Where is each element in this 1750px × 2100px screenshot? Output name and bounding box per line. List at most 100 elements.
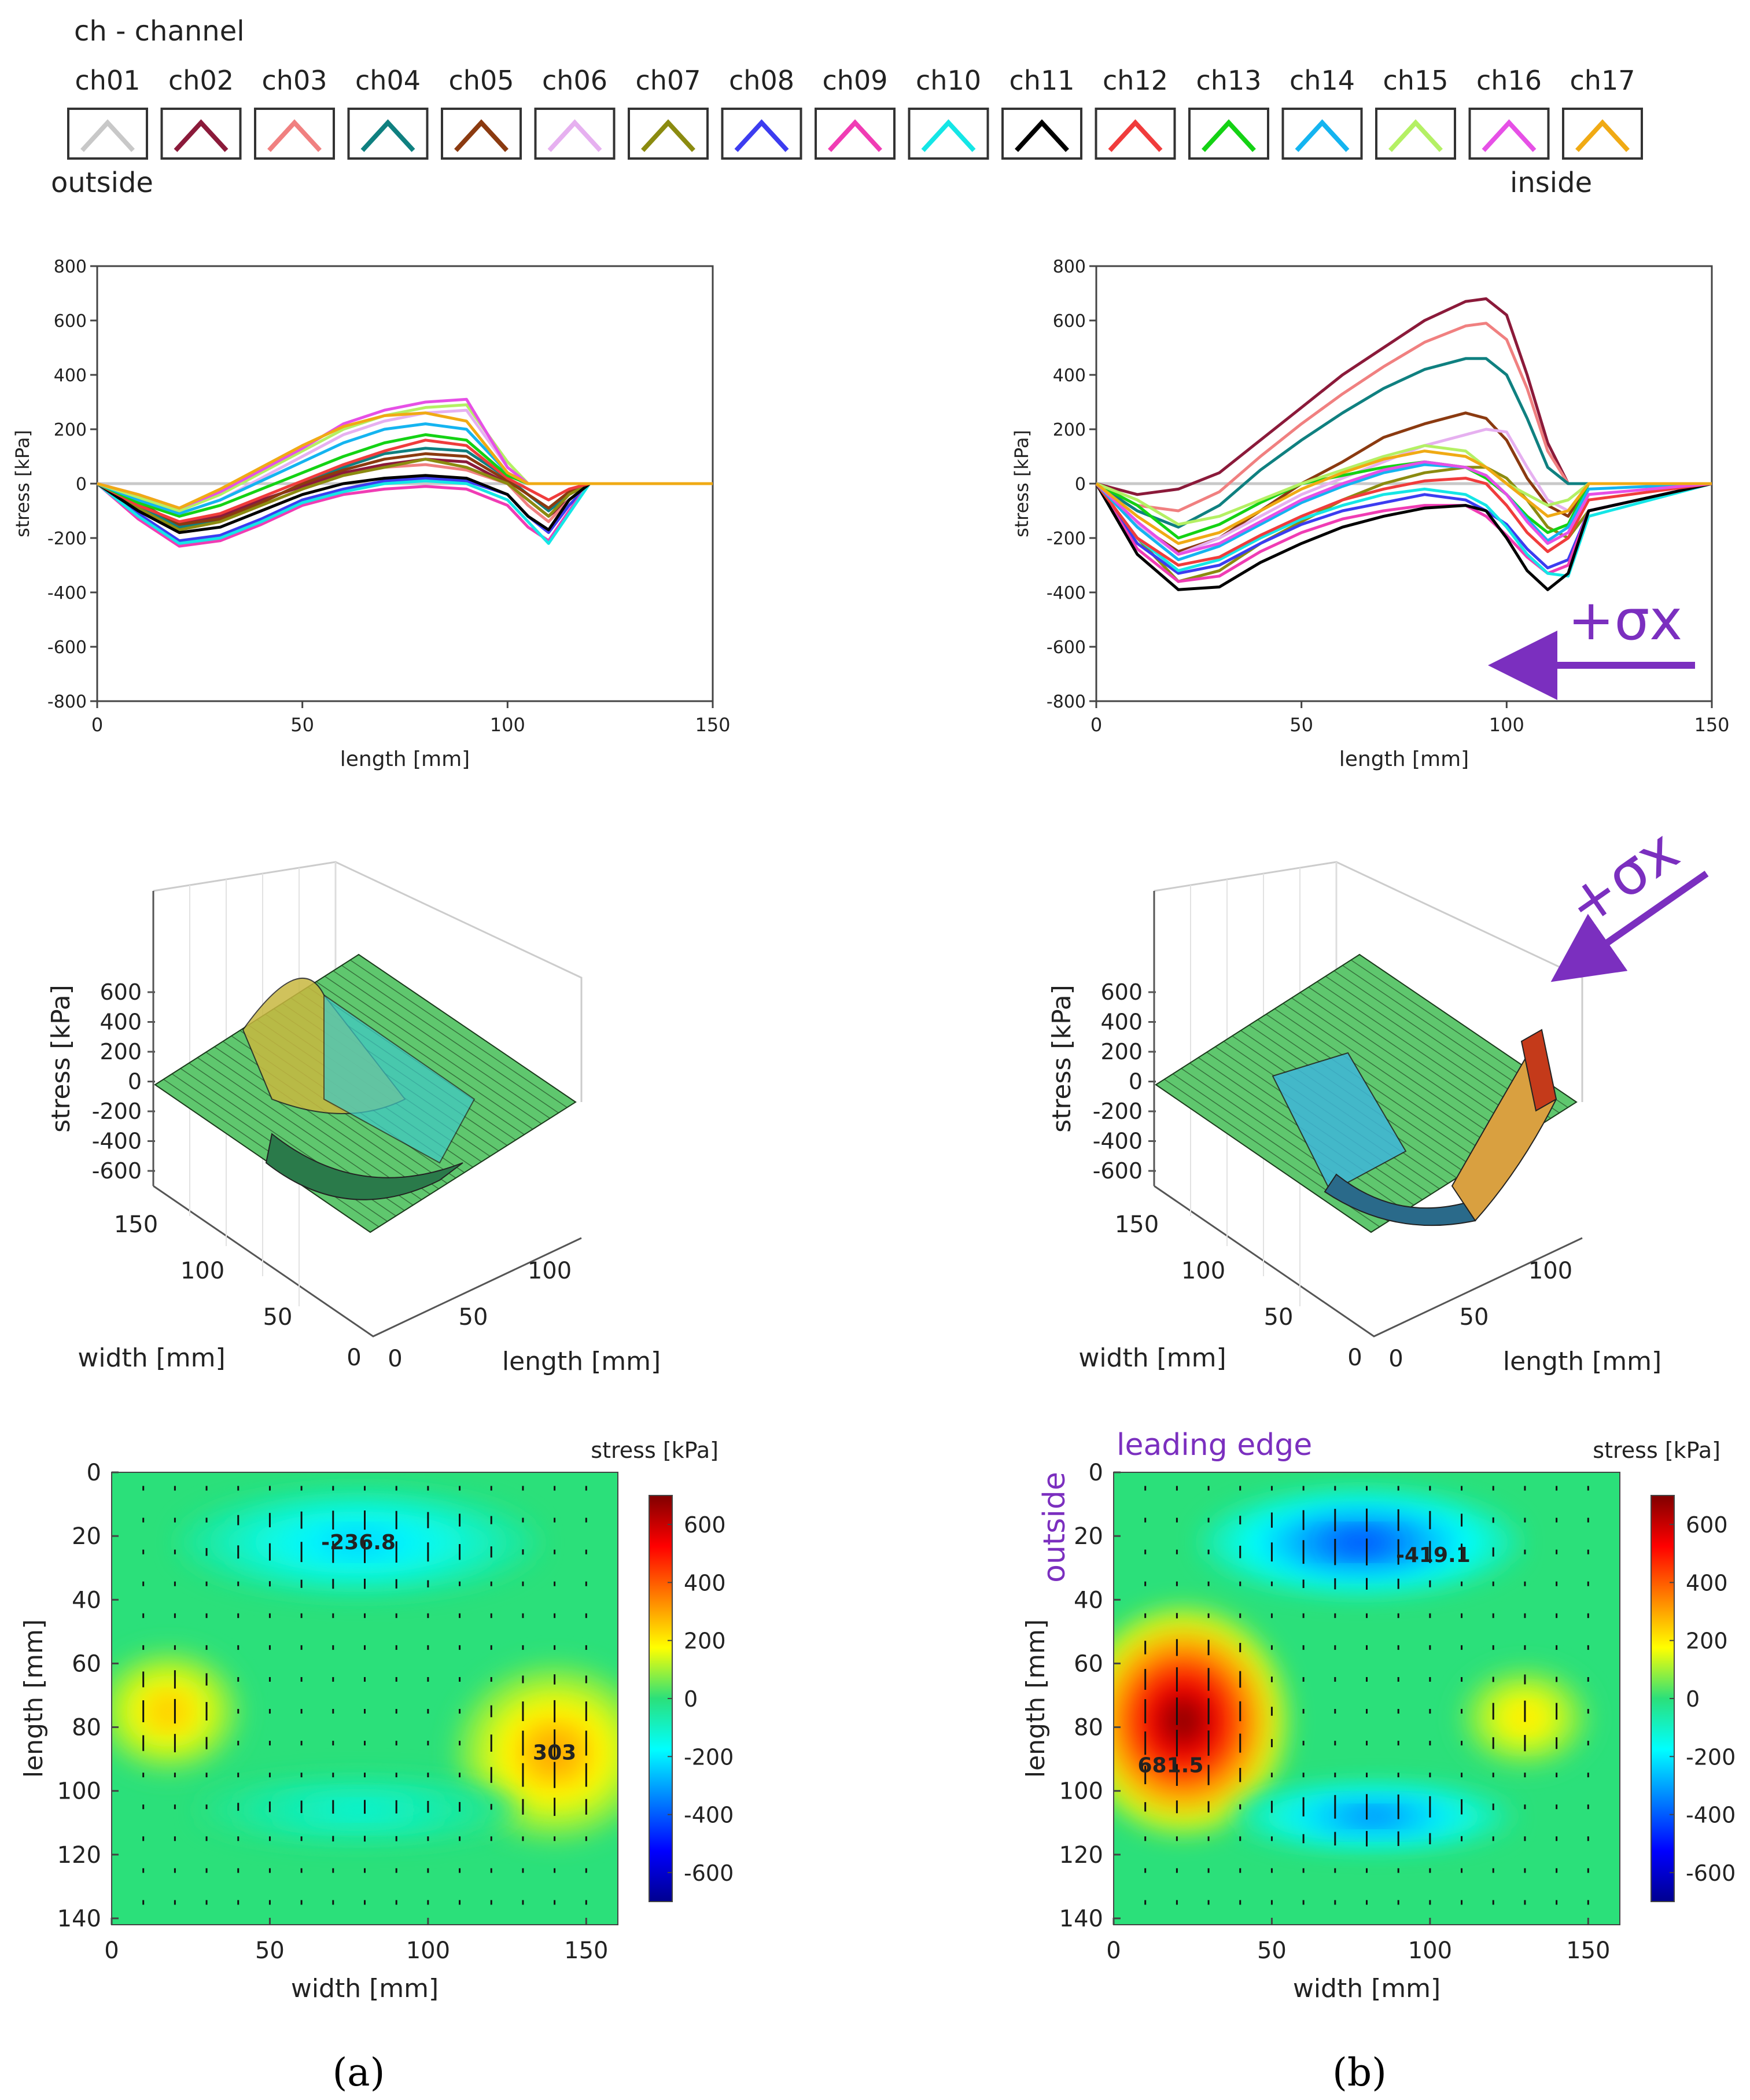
legend-inside-label: inside: [1510, 167, 1592, 199]
y-tick-label: 60: [72, 1650, 101, 1677]
mesh-line: [1155, 1084, 1372, 1233]
legend-line-ch17: [1575, 119, 1630, 152]
length-axis-label: length [mm]: [502, 1347, 661, 1376]
y-tick-label: 120: [57, 1842, 101, 1869]
y-tick-label: 100: [57, 1778, 101, 1805]
mesh-line: [349, 959, 568, 1108]
series-line-ch12: [1095, 477, 1712, 567]
y-tick-label: 600: [1053, 311, 1086, 331]
sigma-label-line: +σx: [1568, 588, 1682, 653]
series-line-ch03: [1095, 322, 1712, 513]
colorbar-title: stress [kPa]: [591, 1438, 719, 1463]
z-tick-label: 0: [1129, 1069, 1143, 1095]
y-tick-label: 0: [76, 474, 87, 495]
y-tick-label: 20: [1074, 1523, 1103, 1550]
legend-line-ch02: [174, 119, 229, 152]
series-line-ch09: [1095, 482, 1712, 583]
y-tick-label: -400: [1047, 583, 1086, 603]
mesh-line: [316, 981, 533, 1130]
panel-label-a: (a): [333, 2050, 385, 2095]
y-tick-label: 400: [1053, 366, 1086, 386]
series-line-ch16: [1095, 460, 1712, 556]
surface-peak-top: [1520, 1029, 1557, 1112]
width-tick-label: 100: [180, 1258, 224, 1284]
legend-label-ch16: ch16: [1476, 65, 1542, 96]
y-tick-label: 200: [1053, 420, 1086, 440]
z-tick-label: -200: [92, 1099, 142, 1124]
vector-field: [142, 1486, 587, 1905]
legend-swatch-ch11: [1001, 108, 1082, 160]
surface-plot-b: 600 400 200 0 -200 -400 -600 stress [kPa] 150 100…: [1047, 861, 1661, 1376]
surface-plot-a: 600 400 200 0 -200 -400 -600 stress [kPa] 150 100…: [46, 861, 661, 1376]
legend-swatch-ch01: [67, 108, 148, 160]
x-axis-label: length [mm]: [340, 747, 470, 771]
x-tick-label: 100: [490, 714, 525, 736]
z-tick-label: 600: [100, 979, 142, 1005]
length-tick-label: 50: [459, 1304, 488, 1331]
plot-frame: [1113, 1472, 1620, 1925]
y-axis-label: length [mm]: [19, 1619, 49, 1778]
colorbar-tick-label: -400: [684, 1803, 734, 1828]
series-line-ch14: [1095, 463, 1712, 562]
value-label: -419.1: [1396, 1543, 1471, 1567]
series-line-ch02: [1096, 297, 1712, 496]
y-tick-label: 20: [72, 1523, 101, 1550]
x-tick-label: 0: [1090, 714, 1102, 736]
x-tick-label: 150: [1566, 1937, 1610, 1964]
legend-label-ch09: ch09: [823, 65, 888, 96]
legend-line-ch14: [1295, 119, 1350, 152]
z-tick-label: 200: [100, 1039, 142, 1064]
series-line-ch07: [96, 458, 713, 532]
y-tick-label: 200: [54, 420, 87, 440]
y-tick-label: 60: [1074, 1650, 1103, 1677]
legend-line-ch05: [454, 119, 509, 152]
z-tick-label: -400: [1093, 1129, 1143, 1154]
mesh-line: [1274, 1008, 1491, 1157]
y-tick-label: -600: [47, 638, 87, 658]
legend-swatch-ch13: [1188, 108, 1269, 160]
z-tick-label: 0: [128, 1069, 142, 1095]
y-axis-label: stress [kPa]: [12, 430, 34, 537]
mesh-line: [358, 954, 576, 1103]
y-tick-label: -800: [1047, 692, 1086, 712]
colorbar-tick-label: 400: [684, 1570, 726, 1596]
y-tick-label: 600: [54, 311, 87, 331]
cube-edge: [153, 861, 583, 1102]
legend-line-ch16: [1482, 119, 1537, 152]
legend-label-ch13: ch13: [1196, 65, 1262, 96]
colorbar-title: stress [kPa]: [1593, 1438, 1720, 1463]
x-axis-label: length [mm]: [1339, 747, 1469, 771]
width-tick-label: 0: [1347, 1344, 1362, 1371]
heatmap-blob: [1345, 1810, 1401, 1823]
y-tick-label: 800: [1053, 257, 1086, 277]
mesh-line: [1299, 992, 1517, 1141]
y-tick-label: 40: [72, 1587, 101, 1613]
legend-outside-label: outside: [51, 167, 153, 199]
mesh-line: [205, 1052, 422, 1200]
z-tick-label: -200: [1093, 1099, 1143, 1124]
x-tick-label: 150: [1694, 714, 1729, 736]
legend-label-ch02: ch02: [168, 65, 234, 96]
x-tick-label: 50: [1257, 1937, 1287, 1964]
legend-line-ch15: [1388, 119, 1443, 152]
legend-line-ch01: [80, 119, 135, 152]
mesh-line: [324, 975, 542, 1125]
legend-line-ch09: [828, 119, 882, 152]
mesh-line: [214, 1046, 430, 1195]
heatmap-blob: [154, 1699, 183, 1723]
legend-swatch-ch03: [254, 108, 335, 160]
y-tick-label: -200: [47, 529, 87, 549]
legend-label-ch17: ch17: [1570, 65, 1635, 96]
panel-label-b: (b): [1332, 2050, 1387, 2095]
legend-swatch-ch10: [908, 108, 989, 160]
mesh-line: [1189, 1062, 1406, 1211]
legend-label-ch05: ch05: [449, 65, 514, 96]
mesh-line: [154, 1084, 371, 1233]
width-tick-label: 150: [114, 1211, 158, 1238]
legend-swatch-ch09: [815, 108, 896, 160]
surface-trough: [1324, 1173, 1476, 1226]
heatmap-blob: [326, 1803, 390, 1817]
legend-label-ch08: ch08: [729, 65, 794, 96]
